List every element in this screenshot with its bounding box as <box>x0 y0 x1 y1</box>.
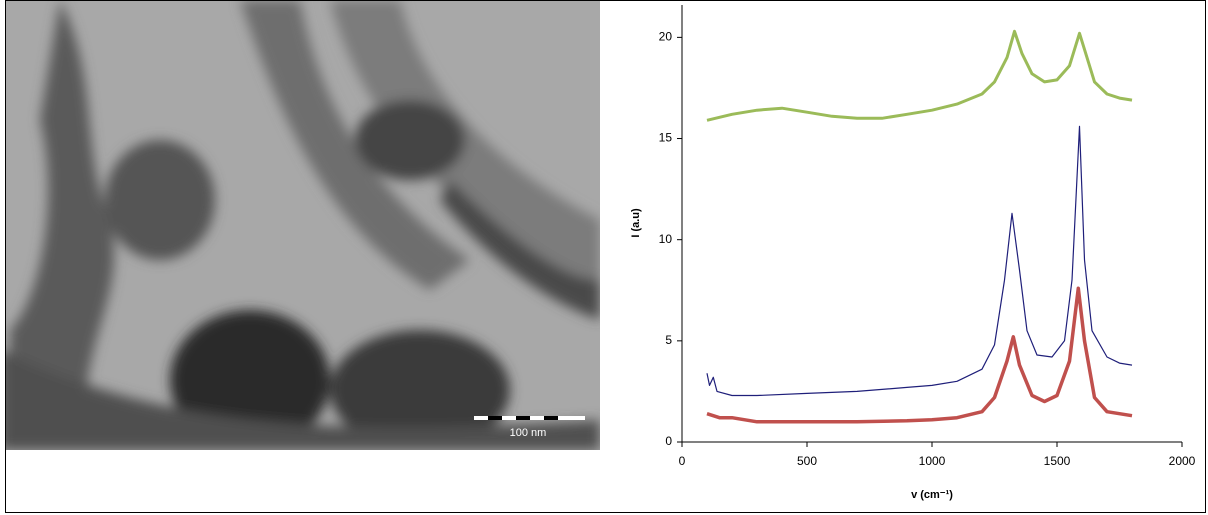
x-tick-label: 0 <box>679 454 686 468</box>
series-line <box>706 29 1133 122</box>
y-tick-label: 15 <box>659 131 673 145</box>
micrograph: 100 nm <box>6 1 600 450</box>
y-tick-label: 5 <box>665 333 672 347</box>
y-tick-label: 10 <box>659 232 673 246</box>
x-tick-label: 2000 <box>1169 454 1196 468</box>
scale-bar-label: 100 nm <box>510 427 547 439</box>
x-tick-label: 500 <box>797 454 817 468</box>
figure-border <box>5 0 1206 513</box>
series-line <box>706 125 1133 397</box>
x-axis-title: v (cm⁻¹) <box>911 489 953 501</box>
x-tick-label: 1500 <box>1044 454 1071 468</box>
y-tick-label: 0 <box>665 434 672 448</box>
series-line <box>706 286 1133 424</box>
y-tick-label: 20 <box>659 30 673 44</box>
x-tick-label: 1000 <box>919 454 946 468</box>
y-axis-title: I (a.u) <box>630 208 642 238</box>
